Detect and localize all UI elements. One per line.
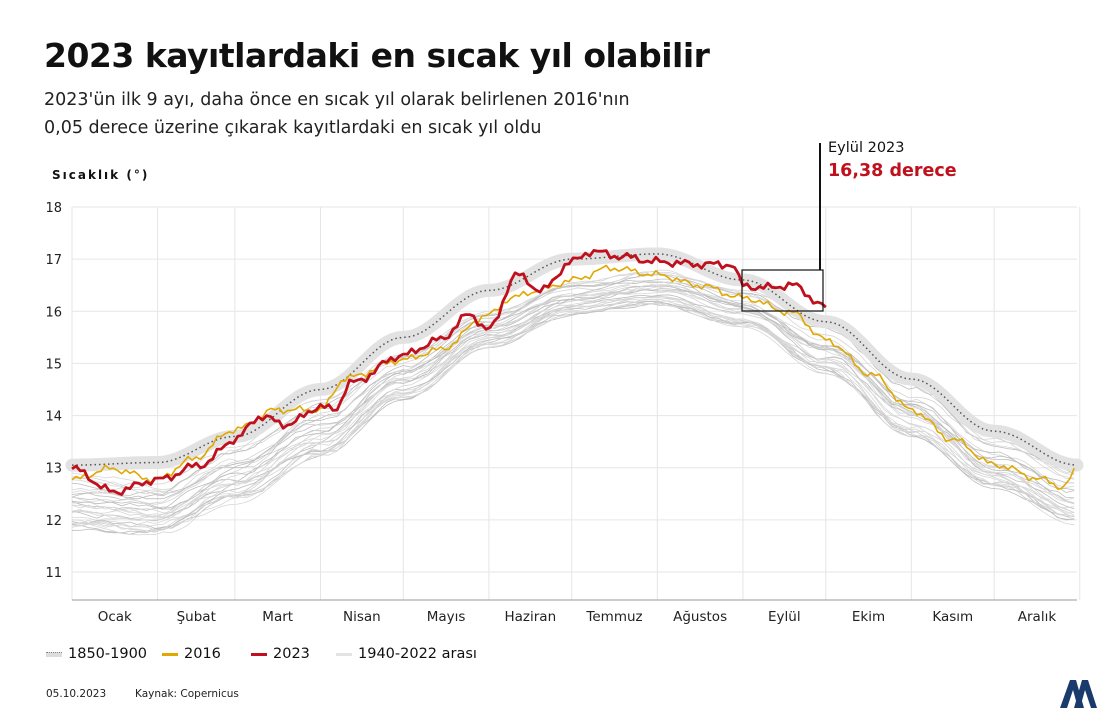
x-tick-label: Nisan bbox=[343, 609, 381, 625]
legend-item-baseline: 1850-1900 bbox=[46, 646, 147, 662]
historic-year-line bbox=[71, 298, 1075, 520]
historic-year-line bbox=[71, 295, 1075, 514]
x-tick-label: Ekim bbox=[852, 609, 885, 625]
y-axis-label: Sıcaklık (°) bbox=[52, 168, 150, 182]
x-tick-label: Temmuz bbox=[585, 609, 642, 625]
historic-year-line bbox=[71, 303, 1075, 535]
historic-year-line bbox=[71, 285, 1075, 500]
page-title: 2023 kayıtlardaki en sıcak yıl olabilir bbox=[44, 36, 710, 75]
x-tick-label: Haziran bbox=[505, 609, 557, 625]
x-tick-label: Eylül bbox=[768, 609, 801, 625]
historic-year-line bbox=[71, 291, 1075, 521]
historic-year-line bbox=[71, 281, 1075, 501]
legend-label: 1940-2022 arası bbox=[358, 646, 477, 662]
x-tick-label: Ağustos bbox=[673, 609, 727, 625]
annotation-value: 16,38 derece bbox=[828, 161, 957, 181]
x-tick-label: Mayıs bbox=[427, 609, 466, 625]
y-tick-label: 17 bbox=[45, 253, 62, 268]
annotation-box bbox=[741, 269, 824, 312]
footer-date: 05.10.2023 bbox=[46, 688, 107, 700]
y-tick-label: 12 bbox=[45, 514, 62, 529]
x-tick-label: Ocak bbox=[98, 609, 132, 625]
historic-year-line bbox=[71, 289, 1075, 511]
historic-year-line bbox=[71, 274, 1075, 496]
legend-item-2023: 2023 bbox=[251, 646, 310, 662]
historic-year-line bbox=[71, 296, 1075, 528]
y-tick-label: 18 bbox=[45, 201, 62, 216]
annotation-label: Eylül 2023 bbox=[828, 140, 905, 156]
y-tick-label: 16 bbox=[45, 305, 62, 320]
historic-year-line bbox=[71, 284, 1075, 505]
historic-year-line bbox=[71, 302, 1075, 536]
x-tick-label: Mart bbox=[262, 609, 293, 625]
y-tick-label: 13 bbox=[45, 462, 62, 477]
historic-year-line bbox=[71, 284, 1075, 518]
historic-year-line bbox=[71, 286, 1075, 516]
baseline-1850-1900-line bbox=[72, 253, 1078, 466]
series-2016-line bbox=[71, 264, 1075, 491]
historic-year-line bbox=[71, 295, 1075, 528]
historic-year-line bbox=[71, 288, 1075, 510]
x-tick-label: Aralık bbox=[1018, 609, 1057, 625]
legend-label: 2016 bbox=[184, 646, 221, 662]
y-tick-label: 14 bbox=[45, 410, 62, 425]
legend-item-2016: 2016 bbox=[162, 646, 221, 662]
historic-year-line bbox=[71, 298, 1075, 533]
historic-year-line bbox=[71, 284, 1075, 505]
legend-label: 2023 bbox=[273, 646, 310, 662]
aa-logo-icon bbox=[1060, 680, 1097, 708]
subtitle-line-1: 2023'ün ilk 9 ayı, daha önce en sıcak yı… bbox=[44, 90, 630, 110]
historic-year-line bbox=[71, 278, 1075, 510]
subtitle-line-2: 0,05 derece üzerine çıkarak kayıtlardaki… bbox=[44, 118, 542, 138]
legend-item-historic: 1940-2022 arası bbox=[336, 646, 477, 662]
legend-label: 1850-1900 bbox=[68, 646, 148, 662]
footer-source: Kaynak: Copernicus bbox=[135, 688, 239, 700]
x-tick-label: Kasım bbox=[932, 609, 973, 625]
y-tick-label: 11 bbox=[45, 566, 62, 581]
x-tick-label: Şubat bbox=[177, 609, 216, 625]
series-2023-line bbox=[71, 248, 827, 497]
y-tick-label: 15 bbox=[45, 357, 62, 372]
